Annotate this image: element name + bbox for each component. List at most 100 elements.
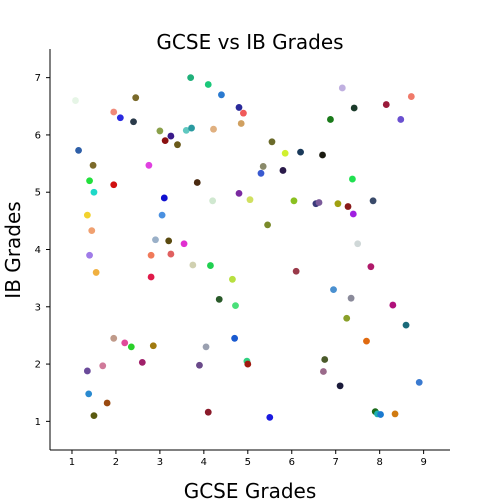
data-point	[72, 97, 79, 104]
data-point	[350, 104, 358, 112]
data-point	[382, 101, 390, 108]
data-point	[402, 321, 410, 329]
data-point	[156, 127, 164, 135]
data-point	[330, 286, 337, 293]
data-point	[237, 120, 245, 127]
data-point	[130, 118, 137, 126]
data-point	[336, 382, 344, 390]
data-point	[193, 179, 201, 186]
data-point	[354, 240, 362, 248]
data-point	[210, 125, 217, 133]
data-point	[209, 197, 217, 205]
data-point	[110, 108, 118, 116]
data-point	[320, 368, 327, 375]
data-point	[127, 343, 135, 351]
chart-title: GCSE vs IB Grades	[156, 30, 343, 54]
data-point	[202, 343, 210, 351]
data-point	[218, 91, 225, 99]
data-point	[349, 175, 356, 183]
x-tick-label: 7	[333, 457, 339, 468]
data-point	[75, 146, 82, 154]
data-point	[121, 339, 129, 347]
data-point	[158, 211, 166, 219]
data-point	[188, 124, 195, 132]
data-point	[389, 301, 397, 309]
axes	[49, 49, 450, 451]
data-point	[259, 163, 267, 170]
y-tick-label: 2	[35, 360, 41, 371]
x-tick-label: 9	[420, 457, 426, 468]
data-point	[319, 151, 326, 159]
data-point	[231, 334, 239, 342]
data-point	[246, 196, 254, 204]
y-tick-label: 1	[35, 417, 41, 428]
data-point	[343, 314, 351, 322]
data-point	[180, 240, 188, 248]
data-point	[90, 188, 98, 196]
data-point	[189, 261, 197, 269]
data-point	[187, 74, 195, 82]
data-point	[266, 413, 274, 421]
data-point	[99, 362, 107, 370]
data-point	[297, 148, 304, 156]
y-axis-label: IB Grades	[1, 201, 25, 298]
data-points	[72, 74, 423, 421]
data-point	[116, 114, 124, 122]
data-point	[138, 358, 146, 366]
data-point	[167, 132, 175, 140]
data-point	[407, 93, 415, 100]
data-point	[321, 356, 329, 363]
x-ticks: 1 2 3 4 5 6 7 8 9	[69, 450, 427, 468]
data-point	[257, 169, 265, 177]
data-point	[160, 194, 168, 202]
data-point	[363, 337, 370, 345]
data-point	[235, 189, 243, 197]
data-point	[281, 149, 289, 157]
data-point	[397, 116, 405, 123]
data-point	[147, 251, 155, 259]
data-point	[90, 412, 98, 420]
x-tick-label: 8	[376, 457, 382, 468]
y-ticks: 1 2 3 4 5 6 7	[35, 73, 50, 428]
data-point	[83, 367, 91, 375]
x-tick-label: 4	[201, 457, 207, 468]
data-point	[152, 236, 159, 244]
data-point	[367, 263, 375, 271]
data-point	[110, 334, 118, 342]
data-point	[391, 410, 399, 418]
data-point	[235, 104, 243, 111]
y-tick-label: 7	[35, 73, 41, 84]
data-point	[264, 221, 271, 229]
data-point	[182, 126, 190, 134]
y-tick-label: 6	[35, 130, 41, 141]
data-point	[89, 161, 97, 169]
data-point	[132, 94, 140, 102]
y-tick-label: 5	[35, 188, 41, 199]
x-axis-label: GCSE Grades	[184, 479, 317, 500]
data-point	[196, 361, 203, 369]
data-point	[215, 295, 223, 303]
data-point	[232, 302, 239, 310]
data-point	[290, 197, 298, 205]
data-point	[83, 211, 91, 219]
x-tick-label: 3	[157, 457, 163, 468]
data-point	[315, 199, 323, 206]
data-point	[338, 84, 346, 92]
data-point	[415, 379, 423, 386]
data-point	[327, 116, 334, 123]
data-point	[149, 342, 157, 350]
x-tick-label: 2	[113, 457, 119, 468]
data-point	[377, 411, 384, 418]
data-point	[279, 167, 287, 174]
x-tick-label: 5	[245, 457, 251, 468]
data-point	[110, 181, 118, 189]
data-point	[174, 141, 181, 149]
data-point	[167, 250, 175, 258]
data-point	[88, 227, 96, 234]
data-point	[240, 109, 247, 117]
data-point	[161, 137, 169, 145]
data-point	[204, 408, 212, 416]
data-point	[207, 262, 214, 269]
